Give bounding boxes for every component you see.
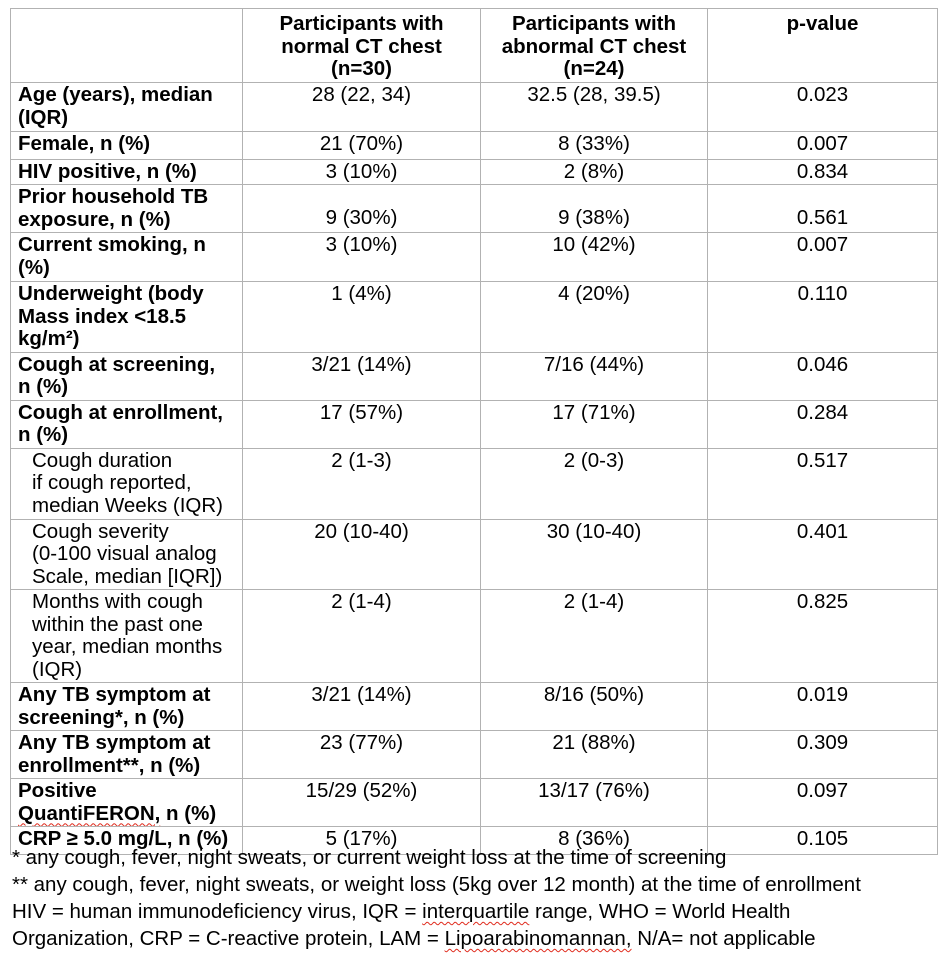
table-row: Cough duration if cough reported, median…	[10, 447, 938, 520]
cell-normal-ct-value: 17 (57%)	[242, 399, 481, 449]
cell-abnormal-ct-value: 8 (36%)	[480, 826, 708, 855]
cell-abnormal-ct-value: 8 (33%)	[480, 131, 708, 160]
column-header-normal-ct: Participants with normal CT chest (n=30)	[242, 8, 481, 83]
table-row: CRP ≥ 5.0 mg/L, n (%) 5 (17%) 8 (36%) 0.…	[10, 826, 938, 855]
table-row: Positive QuantiFERON, n (%) 15/29 (52%) …	[10, 778, 938, 827]
header-row: Participants with normal CT chest (n=30)…	[10, 8, 938, 83]
cell-normal-ct-value: 21 (70%)	[242, 131, 481, 160]
cell-normal-ct-value: 20 (10-40)	[242, 518, 481, 590]
cell-p-value: 0.834	[707, 158, 938, 185]
footnote-line: * any cough, fever, night sweats, or cur…	[12, 846, 727, 869]
cell-normal-ct-value: 3 (10%)	[242, 232, 481, 282]
cell-p-value: 0.401	[707, 518, 938, 590]
table-row: Age (years), median (IQR) 28 (22, 34) 32…	[10, 82, 938, 132]
cell-abnormal-ct-value: 2 (0-3)	[480, 447, 708, 520]
cell-normal-ct-value: 3 (10%)	[242, 158, 481, 185]
cell-abnormal-ct-value: 30 (10-40)	[480, 518, 708, 590]
misspelled-word: Lipoarabinomannan,	[444, 927, 632, 950]
cell-p-value: 0.007	[707, 232, 938, 282]
row-label: Any TB symptom at screening*, n (%)	[10, 682, 243, 731]
cell-normal-ct-value: 3/21 (14%)	[242, 351, 481, 401]
cell-normal-ct-value: 28 (22, 34)	[242, 82, 481, 132]
cell-p-value: 0.007	[707, 131, 938, 160]
row-label: Cough severity (0-100 visual analog Scal…	[10, 518, 243, 590]
cell-abnormal-ct-value: 2 (1-4)	[480, 589, 708, 683]
cell-p-value: 0.023	[707, 82, 938, 132]
table-row: Current smoking, n (%) 3 (10%) 10 (42%) …	[10, 232, 938, 282]
table-row: Any TB symptom at enrollment**, n (%) 23…	[10, 730, 938, 779]
footnote-line: ** any cough, fever, night sweats, or we…	[12, 873, 861, 896]
cell-abnormal-ct-value: 8/16 (50%)	[480, 682, 708, 731]
cell-abnormal-ct-value: 10 (42%)	[480, 232, 708, 282]
table-row: Cough at enrollment, n (%) 17 (57%) 17 (…	[10, 399, 938, 449]
row-label: Cough at enrollment, n (%)	[10, 399, 243, 449]
cell-p-value: 0.561	[707, 184, 938, 233]
cell-abnormal-ct-value: 2 (8%)	[480, 158, 708, 185]
table-row: Underweight (body Mass index <18.5 kg/m²…	[10, 281, 938, 353]
cell-abnormal-ct-value: 9 (38%)	[480, 184, 708, 233]
cell-normal-ct-value: 15/29 (52%)	[242, 778, 481, 827]
row-label: Positive QuantiFERON, n (%)	[10, 778, 243, 827]
row-label: Any TB symptom at enrollment**, n (%)	[10, 730, 243, 779]
row-label: Cough at screening, n (%)	[10, 351, 243, 401]
table-row: Cough severity (0-100 visual analog Scal…	[10, 518, 938, 590]
corner-cell	[10, 8, 243, 83]
cell-abnormal-ct-value: 13/17 (76%)	[480, 778, 708, 827]
cell-p-value: 0.019	[707, 682, 938, 731]
cell-p-value: 0.105	[707, 826, 938, 855]
cell-p-value: 0.825	[707, 589, 938, 683]
cell-normal-ct-value: 1 (4%)	[242, 281, 481, 353]
table-row: HIV positive, n (%) 3 (10%) 2 (8%) 0.834	[10, 158, 938, 185]
cell-normal-ct-value: 2 (1-3)	[242, 447, 481, 520]
cell-abnormal-ct-value: 21 (88%)	[480, 730, 708, 779]
cell-normal-ct-value: 9 (30%)	[242, 184, 481, 233]
column-header-abnormal-ct: Participants with abnormal CT chest (n=2…	[480, 8, 708, 83]
cell-p-value: 0.309	[707, 730, 938, 779]
cell-normal-ct-value: 2 (1-4)	[242, 589, 481, 683]
cell-abnormal-ct-value: 32.5 (28, 39.5)	[480, 82, 708, 132]
row-label: HIV positive, n (%)	[10, 158, 243, 185]
table-row: Any TB symptom at screening*, n (%) 3/21…	[10, 682, 938, 731]
footnotes: * any cough, fever, night sweats, or cur…	[12, 844, 948, 952]
misspelled-word: QuantiFERON,	[18, 801, 161, 825]
row-label: Prior household TB exposure, n (%)	[10, 184, 243, 233]
cell-normal-ct-value: 3/21 (14%)	[242, 682, 481, 731]
participant-characteristics-table: Participants with normal CT chest (n=30)…	[10, 8, 938, 855]
misspelled-word: interquartile	[422, 900, 530, 923]
cell-p-value: 0.284	[707, 399, 938, 449]
row-label: Months with cough within the past one ye…	[10, 589, 243, 683]
row-label: Female, n (%)	[10, 131, 243, 160]
cell-abnormal-ct-value: 4 (20%)	[480, 281, 708, 353]
row-label: Cough duration if cough reported, median…	[10, 447, 243, 520]
row-label: Current smoking, n (%)	[10, 232, 243, 282]
cell-abnormal-ct-value: 17 (71%)	[480, 399, 708, 449]
cell-p-value: 0.097	[707, 778, 938, 827]
table-row: Months with cough within the past one ye…	[10, 589, 938, 683]
table-row: Cough at screening, n (%) 3/21 (14%) 7/1…	[10, 351, 938, 401]
table-body: Age (years), median (IQR) 28 (22, 34) 32…	[10, 82, 938, 855]
table-row: Female, n (%) 21 (70%) 8 (33%) 0.007	[10, 131, 938, 160]
footnote-line: Organization, CRP = C-reactive protein, …	[12, 927, 816, 950]
cell-p-value: 0.517	[707, 447, 938, 520]
row-label: Underweight (body Mass index <18.5 kg/m²…	[10, 281, 243, 353]
row-label: CRP ≥ 5.0 mg/L, n (%)	[10, 826, 243, 855]
row-label: Age (years), median (IQR)	[10, 82, 243, 132]
cell-normal-ct-value: 23 (77%)	[242, 730, 481, 779]
cell-abnormal-ct-value: 7/16 (44%)	[480, 351, 708, 401]
footnote-line: HIV = human immunodeficiency virus, IQR …	[12, 900, 791, 923]
cell-normal-ct-value: 5 (17%)	[242, 826, 481, 855]
table-row: Prior household TB exposure, n (%) 9 (30…	[10, 184, 938, 233]
column-header-p-value: p-value	[707, 8, 938, 83]
cell-p-value: 0.046	[707, 351, 938, 401]
cell-p-value: 0.110	[707, 281, 938, 353]
